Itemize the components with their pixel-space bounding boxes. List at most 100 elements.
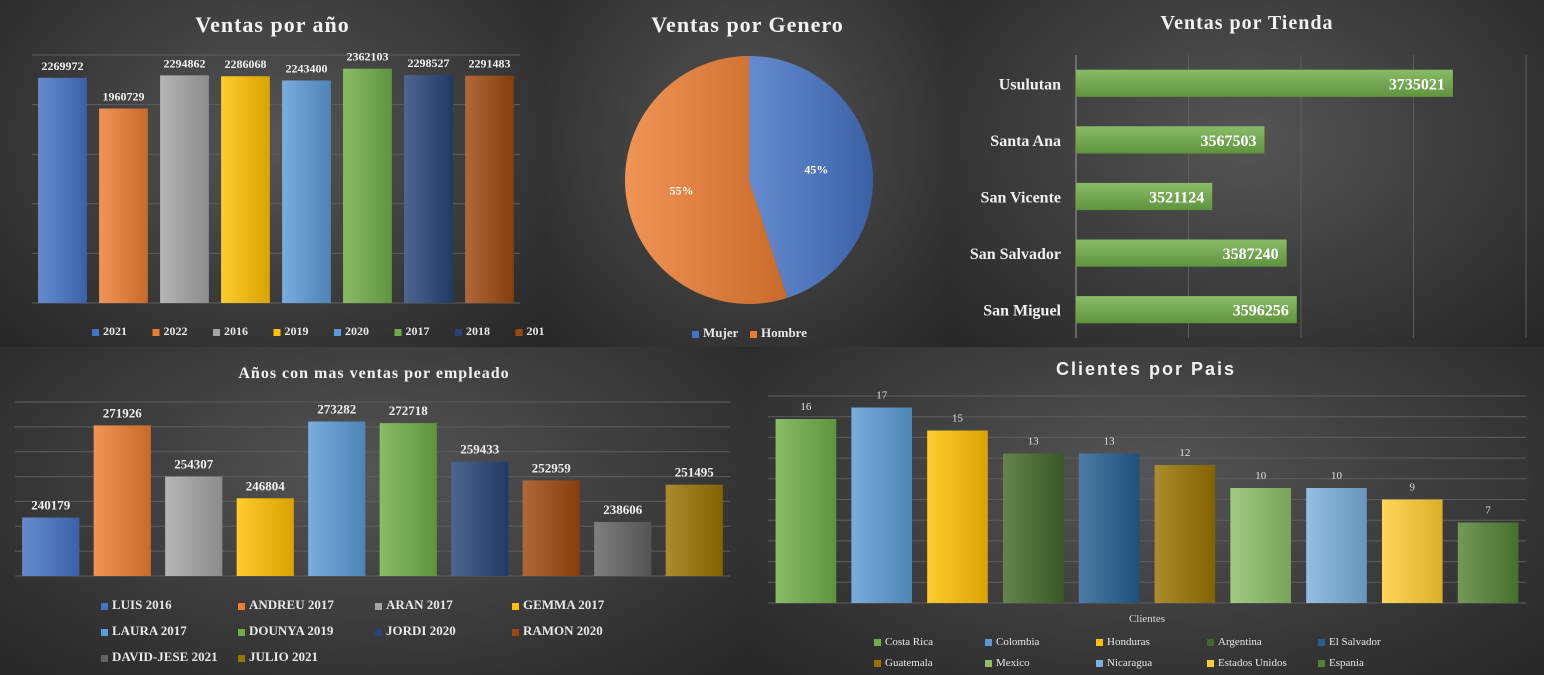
- data-label: 3735021: [1389, 76, 1445, 93]
- legend-swatch: [750, 331, 757, 338]
- category-label: Usulutan: [999, 76, 1061, 93]
- data-label: 254307: [174, 457, 214, 472]
- chart-title: Ventas por Tienda: [1160, 12, 1334, 34]
- data-label: 2291483: [469, 57, 511, 71]
- bar: [1230, 488, 1292, 603]
- legend-label: Mexico: [996, 657, 1030, 669]
- legend-label: Colombia: [996, 636, 1040, 648]
- bar: [1076, 296, 1297, 324]
- ventas-genero-chart: 45% 55% Mujer Hombre: [624, 56, 873, 340]
- data-label: 272718: [389, 403, 429, 418]
- bar: [594, 522, 652, 576]
- legend-label: 2020: [345, 324, 369, 338]
- bar: [22, 517, 80, 576]
- legend-label: Mujer: [703, 325, 739, 340]
- bar: [775, 419, 837, 603]
- data-label: 10: [1331, 470, 1343, 482]
- legend-swatch: [238, 655, 245, 662]
- legend-label: GEMMA 2017: [523, 597, 605, 612]
- legend-label: RAMON 2020: [523, 623, 603, 638]
- panel-ventas-genero: Ventas por Genero 45% 55% Mujer Hombre: [545, 0, 950, 347]
- bar: [1076, 69, 1453, 97]
- legend-label: JULIO 2021: [249, 649, 318, 664]
- legend-swatch: [455, 329, 462, 336]
- legend-label: LAURA 2017: [112, 623, 187, 638]
- legend-swatch: [394, 329, 402, 336]
- legend-label: El Salvador: [1329, 636, 1381, 648]
- data-label: 17: [876, 390, 888, 402]
- legend-swatch: [334, 329, 341, 336]
- legend-label: 2021: [103, 324, 127, 338]
- data-label: 15: [952, 413, 964, 425]
- legend-swatch: [874, 639, 881, 646]
- slice-label: 45%: [804, 162, 828, 176]
- panel-anios-empleado: Años con mas ventas por empleado 240179 2…: [0, 347, 748, 675]
- data-label: 12: [1179, 447, 1190, 459]
- legend-label: ANDREU 2017: [249, 597, 334, 612]
- bar: [851, 407, 913, 603]
- bar: [99, 108, 148, 303]
- chart-title: Ventas por año: [195, 12, 350, 37]
- chart-title: Años con mas ventas por empleado: [238, 365, 510, 382]
- legend-swatch: [1096, 639, 1103, 646]
- data-label: 3587240: [1223, 246, 1279, 263]
- bar: [1154, 465, 1216, 603]
- legend-label: Hombre: [761, 325, 807, 340]
- bar: [1076, 239, 1287, 267]
- data-label: 9: [1410, 482, 1416, 494]
- data-label: 252959: [532, 460, 572, 475]
- legend-swatch: [692, 331, 699, 338]
- pie-slice: [749, 56, 873, 298]
- legend-label: 2015: [527, 324, 546, 338]
- legend-swatch: [152, 329, 160, 336]
- legend-label: 2018: [466, 324, 490, 338]
- bar: [1076, 126, 1265, 154]
- legend-label: 2022: [164, 324, 188, 338]
- bar: [343, 68, 392, 303]
- category-label: San Miguel: [983, 303, 1061, 320]
- data-label: 259433: [460, 442, 500, 457]
- bar: [1457, 522, 1519, 603]
- data-label: 251495: [675, 465, 715, 480]
- bar: [236, 498, 294, 576]
- bar: [1306, 488, 1367, 603]
- data-label: 246804: [246, 478, 286, 493]
- legend-swatch: [985, 660, 992, 667]
- legend-swatch: [101, 603, 108, 610]
- bar: [465, 75, 514, 304]
- data-label: 2269972: [42, 59, 84, 73]
- bar: [379, 423, 437, 576]
- bar: [1381, 499, 1443, 603]
- legend-swatch: [273, 329, 281, 336]
- bar: [221, 76, 270, 304]
- legend-swatch: [375, 603, 382, 610]
- legend-label: 2017: [406, 324, 430, 338]
- legend-swatch: [238, 603, 245, 610]
- legend-label: DAVID-JESE 2021: [112, 649, 218, 664]
- legend-swatch: [512, 603, 519, 610]
- data-label: 238606: [603, 502, 643, 517]
- legend-label: ARAN 2017: [386, 597, 453, 612]
- data-label: 13: [1104, 436, 1116, 448]
- data-label: 3567503: [1200, 133, 1256, 150]
- data-label: 7: [1485, 505, 1491, 517]
- legend-swatch: [213, 329, 220, 336]
- category-label: Santa Ana: [990, 133, 1061, 150]
- data-label: 271926: [103, 405, 143, 420]
- data-label: 13: [1028, 436, 1040, 448]
- data-label: 2243400: [286, 61, 328, 75]
- bar: [522, 480, 580, 576]
- legend-swatch: [515, 329, 523, 336]
- bar: [1002, 453, 1064, 603]
- panel-ventas-tienda: Ventas por Tienda 3735021 Usulutan 3567503…: [950, 0, 1544, 347]
- legend-label: Argentina: [1218, 636, 1262, 648]
- data-label: 16: [800, 401, 812, 413]
- data-label: 2294862: [164, 56, 206, 70]
- bar: [308, 421, 366, 576]
- legend-swatch: [1318, 660, 1325, 667]
- legend-swatch: [1207, 660, 1214, 667]
- legend-label: Costa Rica: [885, 636, 933, 648]
- ventas-tienda-chart: 3735021 Usulutan 3567503 Santa Ana 3521124 Sa…: [970, 55, 1527, 338]
- legend-swatch: [1096, 660, 1103, 667]
- anios-empleado-chart: 240179 271926 254307 246804 273282 272718 2594…: [15, 401, 730, 664]
